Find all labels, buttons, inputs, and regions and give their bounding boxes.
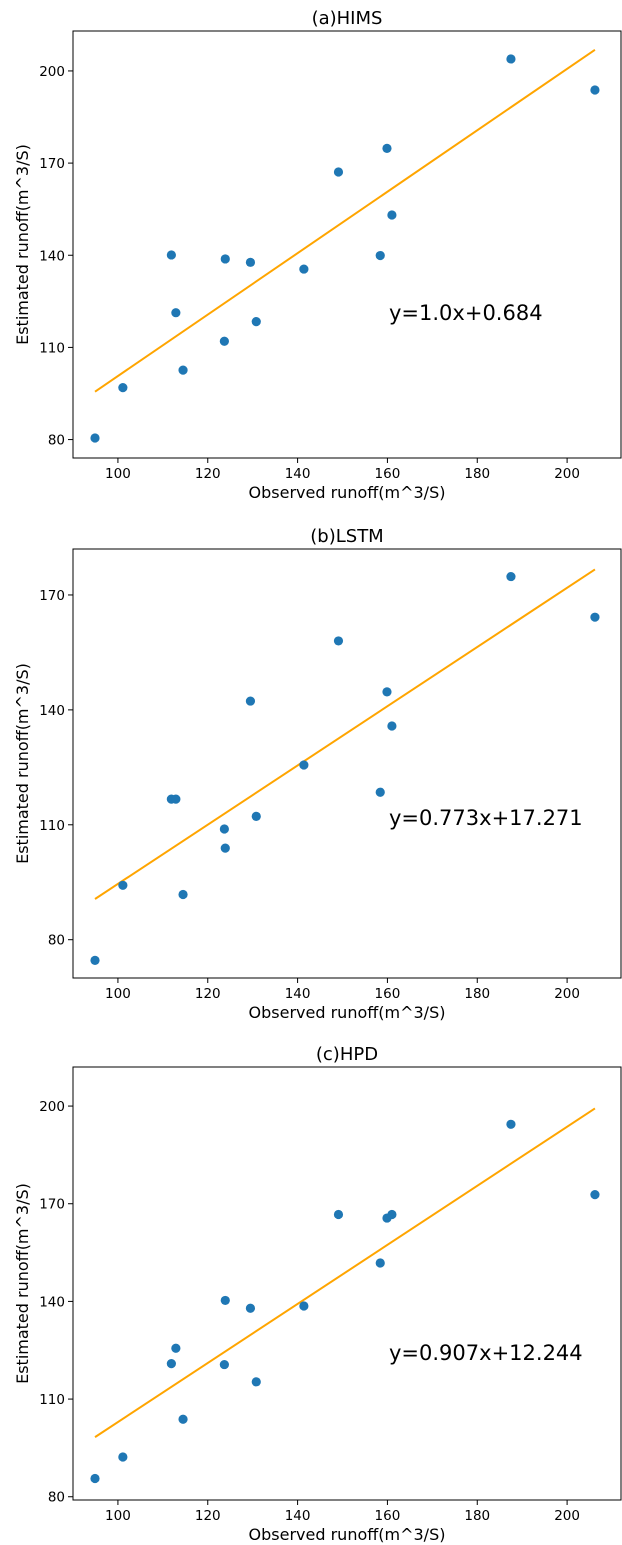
regression-line [94, 1107, 596, 1438]
x-tick-label: 180 [464, 1508, 490, 1524]
x-tick-label: 160 [375, 466, 401, 482]
data-point [506, 571, 516, 582]
data-point [299, 1301, 309, 1311]
data-point [90, 433, 100, 443]
data-point [387, 721, 397, 731]
y-tick-label: 200 [39, 64, 65, 80]
data-point [375, 787, 385, 797]
regression-line [94, 48, 596, 393]
x-tick-label: 180 [464, 986, 490, 1002]
data-point [166, 250, 176, 260]
data-point [251, 317, 261, 327]
x-tick-label: 180 [464, 466, 490, 482]
y-tick-label: 200 [39, 1099, 65, 1115]
x-tick-label: 140 [285, 1508, 311, 1524]
data-point [506, 54, 516, 64]
y-tick-label: 80 [48, 1490, 65, 1506]
plot-frame [72, 30, 622, 459]
chart-title: (c)HPD [316, 1044, 378, 1065]
data-point [382, 143, 392, 153]
x-tick-label: 160 [375, 1508, 401, 1524]
x-tick-label: 200 [554, 986, 580, 1002]
data-point [178, 1414, 188, 1424]
data-point [299, 264, 309, 274]
data-point [118, 1452, 128, 1462]
y-axis-label: Estimated runoff(m^3/S) [13, 1183, 32, 1384]
y-tick-label: 170 [39, 588, 65, 604]
y-axis-label: Estimated runoff(m^3/S) [13, 144, 32, 345]
data-point [219, 824, 229, 834]
y-axis-label: Estimated runoff(m^3/S) [13, 663, 32, 864]
data-point [333, 167, 344, 177]
data-point [220, 843, 230, 853]
data-point [171, 308, 181, 318]
x-axis-label: Observed runoff(m^3/S) [249, 483, 446, 502]
y-tick-label: 80 [48, 433, 65, 449]
data-point [387, 210, 397, 220]
y-tick-label: 110 [39, 1392, 65, 1408]
data-point [90, 1473, 100, 1484]
data-point [118, 880, 128, 890]
y-tick-label: 170 [39, 156, 65, 172]
data-point [590, 85, 600, 95]
y-tick-label: 140 [39, 703, 65, 719]
plot-frame [72, 548, 622, 979]
regression-line [94, 568, 596, 900]
x-tick-label: 100 [105, 986, 131, 1002]
x-tick-label: 200 [554, 466, 580, 482]
data-point [245, 696, 256, 706]
data-point [375, 250, 385, 261]
regression-equation: y=1.0x+0.684 [389, 301, 543, 325]
data-point [171, 794, 181, 804]
regression-equation: y=0.773x+17.271 [389, 806, 583, 830]
data-point [506, 1119, 516, 1129]
data-point [333, 636, 344, 646]
x-tick-label: 120 [195, 986, 221, 1002]
y-tick-label: 110 [39, 340, 65, 356]
data-point [166, 1358, 176, 1369]
x-axis-label: Observed runoff(m^3/S) [249, 1003, 446, 1022]
y-tick-label: 80 [48, 933, 65, 949]
x-tick-label: 140 [285, 466, 311, 482]
data-point [178, 889, 188, 900]
data-point [171, 1343, 181, 1353]
data-point [375, 1258, 385, 1268]
data-point [299, 760, 309, 770]
x-axis-label: Observed runoff(m^3/S) [249, 1525, 446, 1544]
data-point [590, 612, 600, 622]
x-tick-label: 200 [554, 1508, 580, 1524]
y-tick-label: 110 [39, 818, 65, 834]
data-point [333, 1209, 344, 1220]
x-tick-label: 160 [375, 986, 401, 1002]
y-tick-label: 140 [39, 248, 65, 264]
data-point [118, 383, 128, 393]
data-point [245, 1303, 256, 1313]
data-point [219, 1359, 229, 1370]
x-tick-label: 100 [105, 466, 131, 482]
data-point [220, 254, 230, 264]
x-tick-label: 140 [285, 986, 311, 1002]
data-point [387, 1209, 397, 1220]
x-tick-label: 120 [195, 466, 221, 482]
x-tick-label: 100 [105, 1508, 131, 1524]
chart-title: (b)LSTM [310, 526, 383, 547]
data-point [90, 955, 100, 965]
chart-title: (a)HIMS [312, 8, 383, 29]
data-point [219, 336, 229, 346]
x-tick-label: 120 [195, 1508, 221, 1524]
data-point [251, 1377, 261, 1387]
data-point [178, 365, 188, 375]
data-point [220, 1295, 230, 1306]
data-point [251, 811, 261, 821]
data-point [382, 687, 392, 697]
data-point [590, 1190, 600, 1200]
data-point [245, 257, 256, 267]
y-tick-label: 140 [39, 1294, 65, 1310]
regression-equation: y=0.907x+12.244 [389, 1341, 583, 1365]
plot-frame [72, 1066, 622, 1501]
y-tick-label: 170 [39, 1197, 65, 1213]
